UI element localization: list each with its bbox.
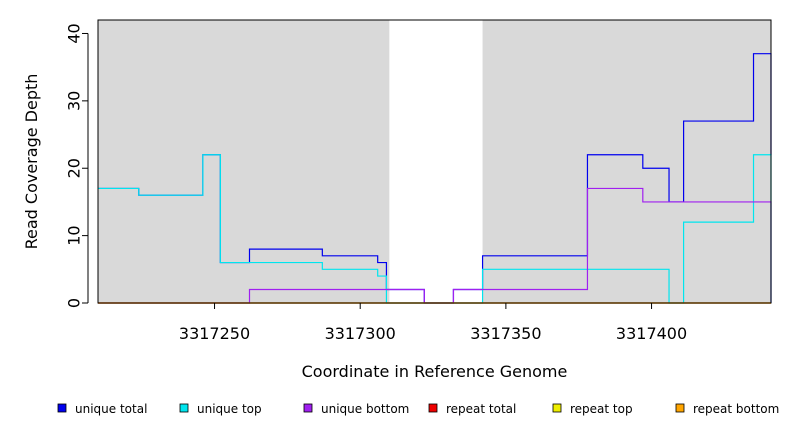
x-axis-title: Coordinate in Reference Genome [302, 362, 568, 381]
y-tick-label: 40 [65, 23, 84, 43]
legend-swatch-unique-total [57, 403, 67, 413]
legend-label: unique total [75, 402, 147, 416]
y-tick-label: 20 [65, 158, 84, 178]
y-axis: 0 10 20 30 40 [65, 23, 89, 308]
legend-swatch-repeat-total [428, 403, 438, 413]
x-tick-label: 3317300 [325, 324, 396, 343]
legend-label: unique top [197, 402, 262, 416]
legend-swatch-unique-top [179, 403, 189, 413]
legend-swatch-repeat-top [552, 403, 562, 413]
y-axis-title: Read Coverage Depth [22, 74, 41, 250]
legend-label: repeat bottom [693, 402, 779, 416]
legend-label: repeat total [446, 402, 516, 416]
x-tick-label: 3317250 [179, 324, 250, 343]
legend-swatch-repeat-bottom [675, 403, 685, 413]
x-axis: 3317250 3317300 3317350 3317400 [179, 303, 687, 343]
series-line-unique-bottom [98, 187, 772, 304]
x-tick-label: 3317400 [616, 324, 687, 343]
y-tick-label: 10 [65, 225, 84, 245]
shaded-regions [98, 20, 771, 303]
legend: unique total unique top unique bottom repea… [57, 402, 779, 416]
shaded-region-1 [98, 20, 390, 303]
x-tick-label: 3317350 [470, 324, 541, 343]
plot-frame [97, 19, 772, 304]
legend-label: repeat top [570, 402, 633, 416]
legend-label: unique bottom [321, 402, 409, 416]
shaded-region-2 [482, 20, 771, 303]
y-tick-label: 30 [65, 91, 84, 111]
legend-swatch-unique-bottom [303, 403, 313, 413]
y-tick-label: 0 [65, 298, 84, 308]
